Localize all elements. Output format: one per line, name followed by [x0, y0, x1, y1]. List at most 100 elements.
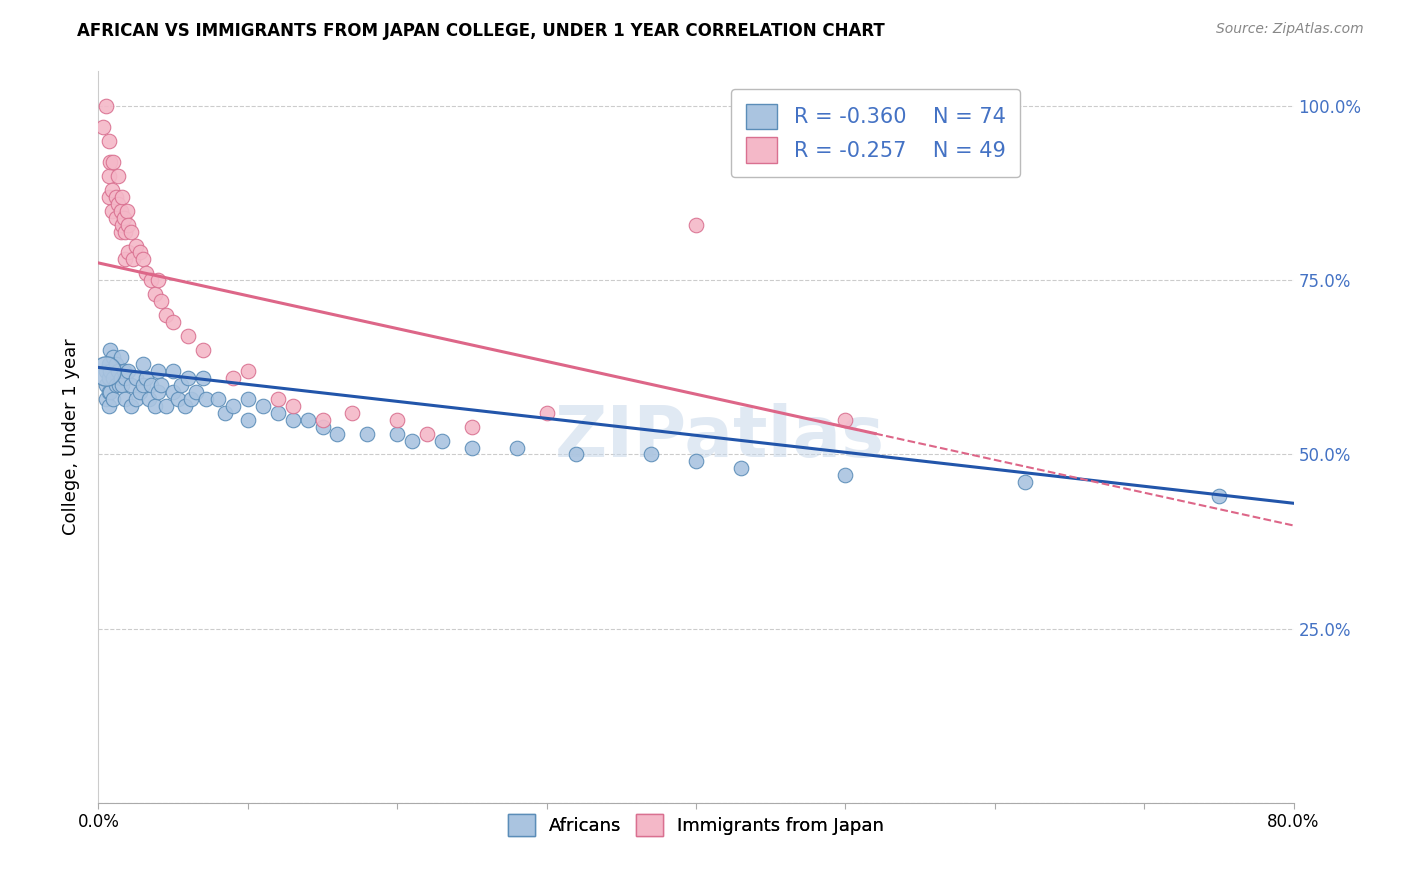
Point — [107, 169, 129, 183]
Point — [107, 364, 129, 378]
Point — [129, 384, 152, 399]
Point — [834, 468, 856, 483]
Point — [281, 399, 304, 413]
Point — [565, 448, 588, 462]
Point — [125, 371, 148, 385]
Point — [94, 377, 117, 392]
Point — [132, 252, 155, 267]
Point — [143, 399, 166, 413]
Point — [97, 384, 120, 399]
Point — [91, 120, 114, 134]
Point — [401, 434, 423, 448]
Point — [97, 134, 120, 148]
Point — [97, 357, 120, 371]
Point — [110, 225, 132, 239]
Point — [110, 350, 132, 364]
Point — [98, 384, 122, 399]
Point — [222, 399, 245, 413]
Point — [132, 357, 155, 371]
Point — [207, 392, 229, 406]
Point — [94, 364, 117, 378]
Point — [105, 377, 128, 392]
Point — [180, 392, 202, 406]
Point — [150, 377, 173, 392]
Point — [685, 218, 707, 232]
Point — [107, 196, 129, 211]
Point — [94, 99, 117, 113]
Point — [356, 426, 378, 441]
Point — [236, 412, 259, 426]
Text: AFRICAN VS IMMIGRANTS FROM JAPAN COLLEGE, UNDER 1 YEAR CORRELATION CHART: AFRICAN VS IMMIGRANTS FROM JAPAN COLLEGE… — [77, 22, 886, 40]
Point — [98, 364, 122, 378]
Point — [169, 377, 191, 392]
Point — [135, 371, 157, 385]
Text: Source: ZipAtlas.com: Source: ZipAtlas.com — [1216, 22, 1364, 37]
Point — [138, 392, 160, 406]
Point — [267, 392, 290, 406]
Point — [103, 155, 125, 169]
Point — [1208, 489, 1230, 503]
Point — [174, 399, 197, 413]
Point — [297, 412, 319, 426]
Point — [236, 392, 259, 406]
Point — [105, 357, 128, 371]
Point — [98, 343, 122, 357]
Point — [114, 371, 136, 385]
Point — [311, 412, 333, 426]
Point — [143, 287, 166, 301]
Point — [252, 399, 274, 413]
Point — [132, 377, 155, 392]
Text: ZIPatlas: ZIPatlas — [555, 402, 884, 472]
Point — [640, 448, 662, 462]
Point — [461, 419, 484, 434]
Point — [105, 190, 128, 204]
Point — [117, 218, 139, 232]
Point — [222, 371, 245, 385]
Point — [148, 273, 170, 287]
Point — [177, 329, 200, 343]
Point — [148, 364, 170, 378]
Point — [177, 371, 200, 385]
Point — [105, 211, 128, 225]
Point — [416, 426, 439, 441]
Point — [214, 406, 236, 420]
Point — [135, 266, 157, 280]
Point — [103, 392, 125, 406]
Point — [108, 377, 131, 392]
Point — [267, 406, 290, 420]
Point — [94, 364, 117, 378]
Point — [191, 371, 214, 385]
Point — [114, 225, 136, 239]
Point — [150, 294, 173, 309]
Point — [129, 245, 152, 260]
Point — [114, 252, 136, 267]
Point — [125, 238, 148, 252]
Point — [117, 364, 139, 378]
Point — [834, 412, 856, 426]
Point — [112, 364, 135, 378]
Point — [430, 434, 453, 448]
Point — [326, 426, 349, 441]
Point — [121, 252, 143, 267]
Point — [685, 454, 707, 468]
Point — [139, 377, 162, 392]
Point — [1014, 475, 1036, 490]
Point — [281, 412, 304, 426]
Point — [139, 273, 162, 287]
Point — [506, 441, 529, 455]
Point — [101, 203, 124, 218]
Point — [111, 218, 134, 232]
Point — [111, 190, 134, 204]
Point — [536, 406, 558, 420]
Point — [97, 399, 120, 413]
Point — [115, 203, 138, 218]
Point — [385, 426, 409, 441]
Point — [236, 364, 259, 378]
Point — [120, 399, 142, 413]
Point — [94, 392, 117, 406]
Point — [385, 412, 409, 426]
Point — [162, 364, 184, 378]
Point — [166, 392, 188, 406]
Point — [97, 169, 120, 183]
Point — [191, 343, 214, 357]
